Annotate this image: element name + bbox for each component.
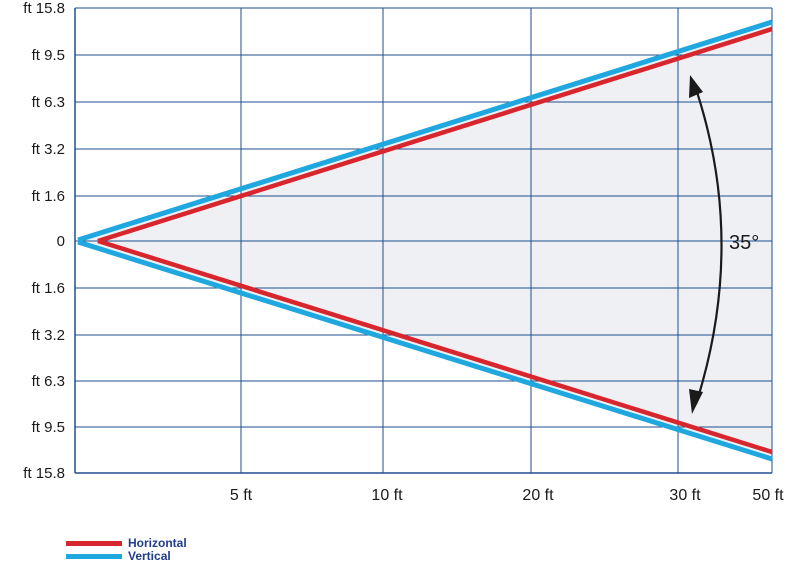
y-tick-label-2: ft 6.3 bbox=[32, 94, 65, 111]
y-tick-label-8: ft 6.3 bbox=[32, 373, 65, 390]
y-tick-label-1: ft 9.5 bbox=[32, 47, 65, 64]
grid-lines bbox=[74, 7, 773, 474]
y-tick-label-7: ft 3.2 bbox=[32, 327, 65, 344]
legend: Horizontal Vertical bbox=[66, 537, 187, 563]
beam-angle-arrowhead-top bbox=[689, 75, 703, 98]
y-tick-label-6: ft 1.6 bbox=[32, 280, 65, 297]
y-tick-label-10: ft 15.8 bbox=[23, 465, 65, 482]
y-tick-label-4: ft 1.6 bbox=[32, 188, 65, 205]
beam-angle-indicator: 35° bbox=[689, 75, 759, 414]
y-axis-tick-labels: ft 15.8 ft 9.5 ft 6.3 ft 3.2 ft 1.6 0 ft 1.6 ft… bbox=[23, 0, 65, 482]
series-horizontal-upper-line bbox=[97, 26, 773, 244]
y-tick-label-5: 0 bbox=[57, 233, 65, 250]
y-tick-label-3: ft 3.2 bbox=[32, 141, 65, 158]
legend-item-vertical: Vertical bbox=[66, 550, 187, 563]
legend-item-horizontal: Horizontal bbox=[66, 537, 187, 550]
series-lines bbox=[77, 19, 773, 462]
series-horizontal-lower-line bbox=[97, 238, 773, 455]
y-tick-label-9: ft 9.5 bbox=[32, 419, 65, 436]
legend-swatch-horizontal bbox=[66, 541, 122, 546]
legend-label-vertical: Vertical bbox=[128, 549, 171, 563]
x-tick-label-1: 10 ft bbox=[371, 487, 403, 504]
legend-swatch-vertical bbox=[66, 554, 122, 559]
x-tick-label-0: 5 ft bbox=[230, 487, 253, 504]
series-vertical-lower-line bbox=[77, 239, 773, 462]
beam-angle-label: 35° bbox=[729, 232, 759, 254]
x-tick-label-3: 30 ft bbox=[669, 487, 701, 504]
y-tick-label-0: ft 15.8 bbox=[23, 0, 65, 17]
series-vertical-upper-line bbox=[77, 19, 773, 243]
beam-angle-arc bbox=[692, 82, 723, 405]
x-tick-label-2: 20 ft bbox=[522, 487, 554, 504]
x-tick-label-4: 50 ft bbox=[752, 487, 784, 504]
x-axis-tick-labels: 5 ft 10 ft 20 ft 30 ft 50 ft bbox=[230, 487, 784, 504]
beam-angle-arrowhead-bottom bbox=[689, 389, 703, 414]
legend-label-horizontal: Horizontal bbox=[128, 536, 187, 550]
